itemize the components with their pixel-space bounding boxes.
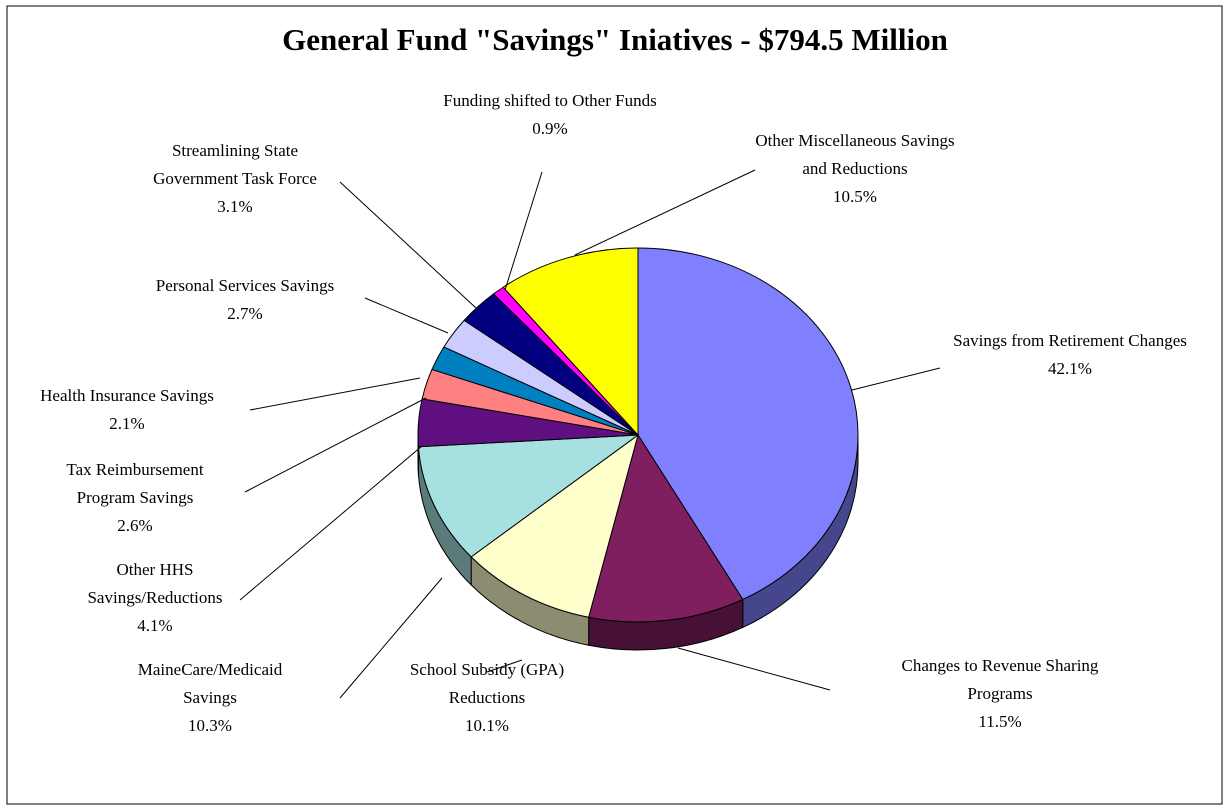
category-label: Tax Reimbursement Program Savings: [66, 460, 204, 507]
category-label: Other HHS Savings/Reductions: [87, 560, 223, 607]
value-label: 2.7%: [227, 304, 263, 323]
leader-line: [249, 377, 421, 411]
slice-label: Personal Services Savings 2.7%: [120, 272, 370, 328]
value-label: 2.1%: [109, 414, 145, 433]
slice-label: Health Insurance Savings 2.1%: [12, 382, 242, 438]
category-label: School Subsidy (GPA) Reductions: [409, 660, 565, 707]
value-label: 0.9%: [532, 119, 568, 138]
leader-line: [339, 181, 477, 309]
slice: [588, 433, 744, 623]
category-label: Personal Services Savings: [155, 276, 335, 295]
slice-label: Savings from Retirement Changes 42.1%: [940, 327, 1200, 383]
leader-line: [504, 171, 543, 291]
category-label: Savings from Retirement Changes: [953, 331, 1187, 350]
category-label: Health Insurance Savings: [40, 386, 214, 405]
leader-line: [574, 169, 756, 256]
leader-line: [239, 445, 423, 601]
slice-label: School Subsidy (GPA) Reductions 10.1%: [387, 656, 587, 740]
leader-line: [677, 647, 831, 691]
leader-line: [486, 659, 523, 673]
value-label: 3.1%: [217, 197, 253, 216]
slice-label: Tax Reimbursement Program Savings 2.6%: [40, 456, 230, 540]
slice: [502, 247, 639, 437]
category-label: Changes to Revenue Sharing Programs: [901, 656, 1099, 703]
value-label: 11.5%: [978, 712, 1022, 731]
category-label: Other Miscellaneous Savings and Reductio…: [755, 131, 955, 178]
leader-line: [244, 397, 427, 493]
category-label: Funding shifted to Other Funds: [443, 91, 657, 110]
slice-label: Changes to Revenue Sharing Programs 11.5%: [880, 652, 1120, 736]
slice-label: Funding shifted to Other Funds 0.9%: [420, 87, 680, 143]
leader-line: [364, 297, 449, 334]
value-label: 10.5%: [833, 187, 877, 206]
category-label: Streamlining State Government Task Force: [153, 141, 317, 188]
chart-title: General Fund "Savings" Iniatives - $794.…: [282, 22, 948, 57]
value-label: 2.6%: [117, 516, 153, 535]
slice-label: MaineCare/Medicaid Savings 10.3%: [130, 656, 290, 740]
value-label: 4.1%: [137, 616, 173, 635]
slice-label: Other Miscellaneous Savings and Reductio…: [745, 127, 965, 211]
category-label: MaineCare/Medicaid Savings: [137, 660, 283, 707]
leader-line: [851, 367, 941, 391]
slice-label: Streamlining State Government Task Force…: [130, 137, 340, 221]
slice-label: Other HHS Savings/Reductions 4.1%: [70, 556, 240, 640]
slice: [637, 247, 859, 601]
value-label: 10.1%: [465, 716, 509, 735]
slice: [417, 434, 640, 558]
leader-line: [339, 577, 443, 699]
value-label: 10.3%: [188, 716, 232, 735]
value-label: 42.1%: [1048, 359, 1092, 378]
slice: [470, 433, 639, 618]
